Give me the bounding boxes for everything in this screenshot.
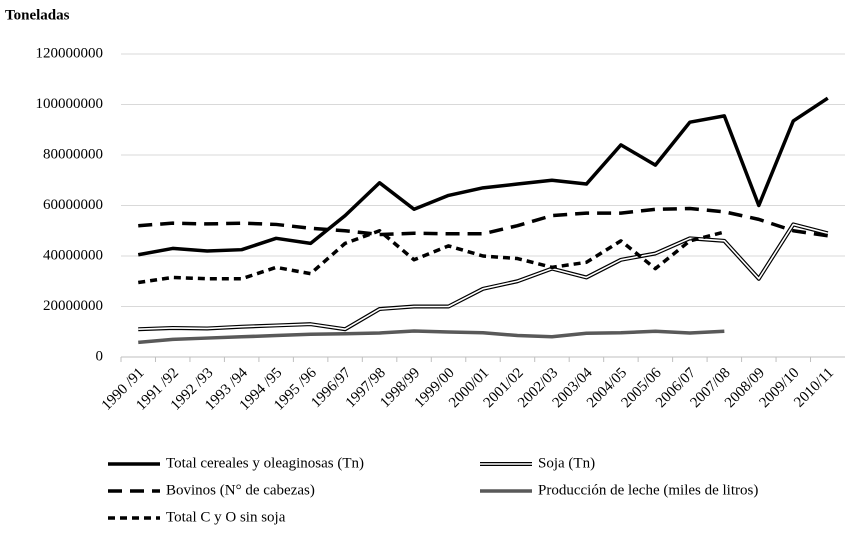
axis-title: Toneladas — [5, 7, 70, 23]
line — [138, 206, 829, 238]
line — [137, 96, 829, 257]
legend-label: Bovinos (N° de cabezas) — [166, 482, 315, 498]
legend-label: Producción de leche (miles de litros) — [538, 482, 758, 498]
y-tick-label: 20000000 — [43, 298, 103, 314]
y-tick-label: 60000000 — [43, 197, 103, 213]
y-tick-label: 120000000 — [36, 45, 104, 61]
line-inner — [138, 223, 828, 331]
legend-label: Total cereales y oleaginosas (Tn) — [166, 455, 364, 471]
legend-label: Total C y O sin soja — [166, 509, 286, 525]
x-tick-label: 2010/11 — [791, 365, 837, 411]
y-tick-label: 40000000 — [43, 247, 103, 263]
y-tick-label: 100000000 — [36, 96, 104, 112]
y-tick-label: 0 — [96, 348, 104, 364]
line — [138, 329, 725, 345]
legend-label: Soja (Tn) — [538, 455, 595, 471]
y-tick-label: 80000000 — [43, 146, 103, 162]
line — [137, 229, 725, 285]
